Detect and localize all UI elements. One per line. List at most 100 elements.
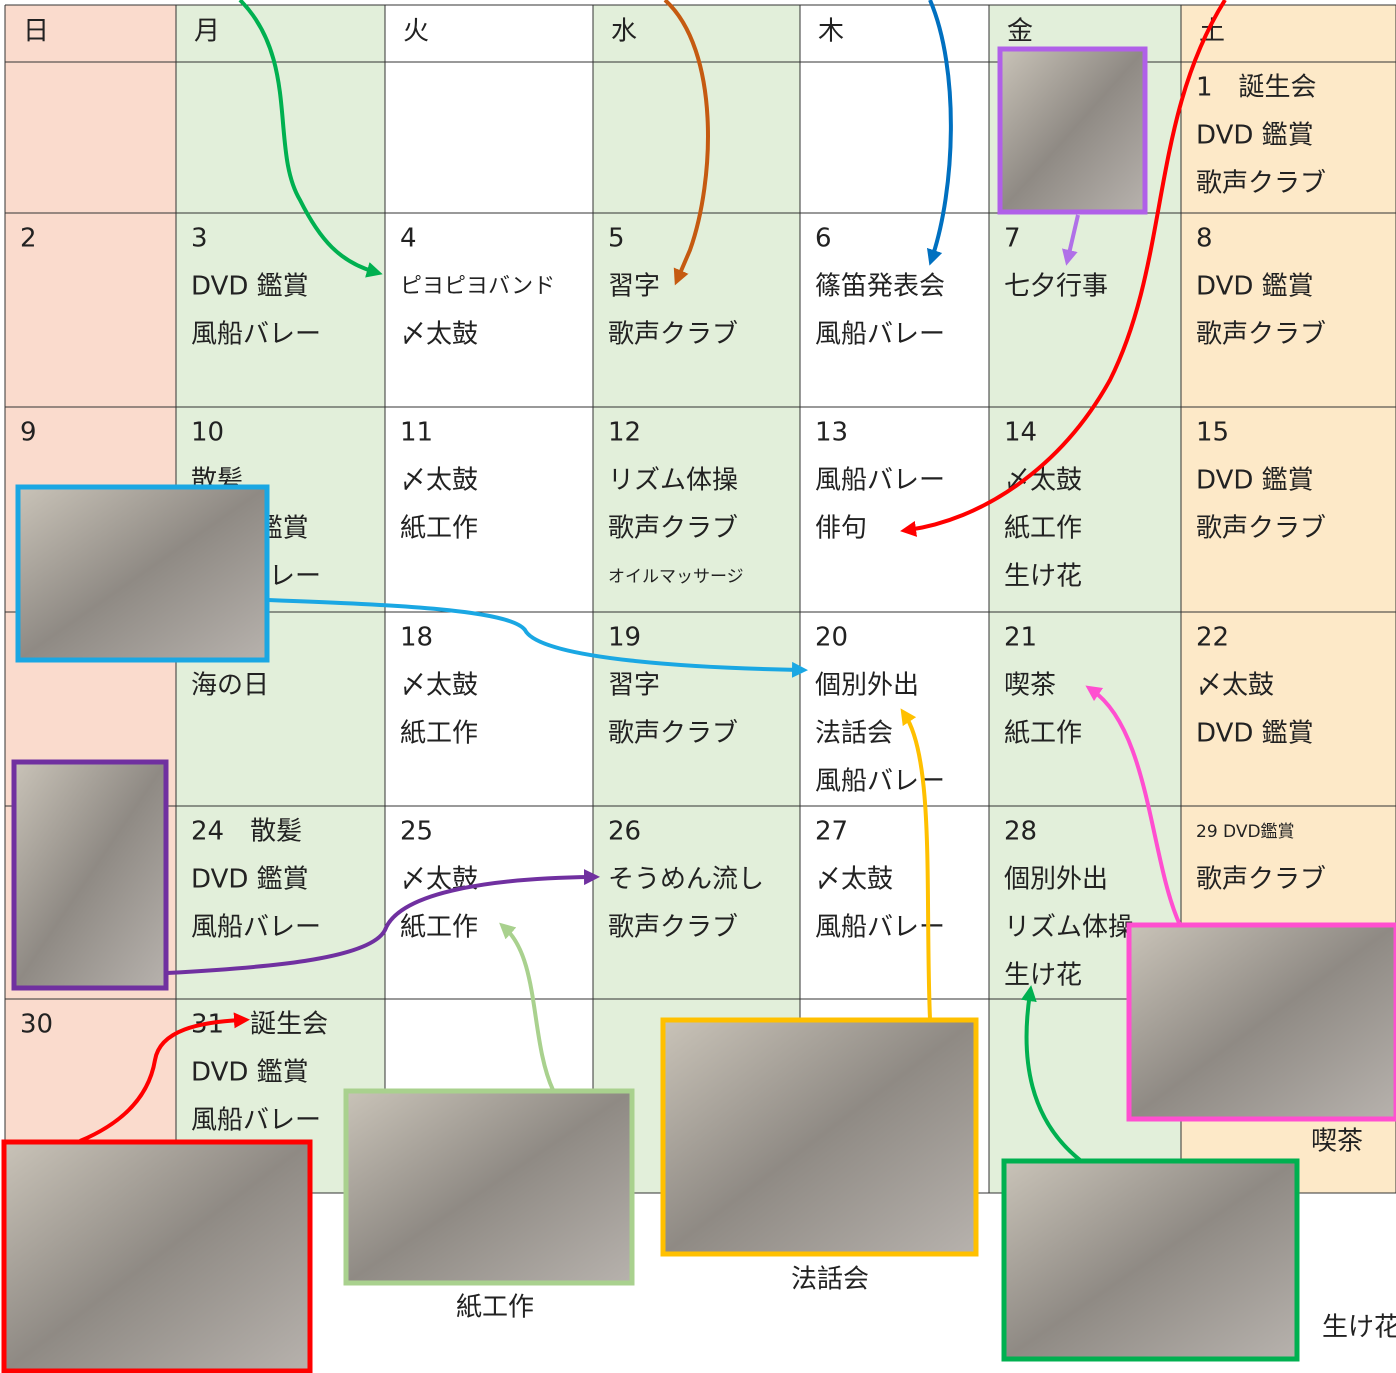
cell-event: 紙工作 <box>1004 514 1082 544</box>
column-bg <box>385 5 593 1193</box>
cell-event: DVD 鑑賞 <box>191 865 309 895</box>
weekday: 日 <box>23 17 49 47</box>
arrow <box>663 0 710 286</box>
cell-day: 3 <box>191 224 208 254</box>
cell-event: 喫茶 <box>1004 671 1056 701</box>
cell-day: 11 <box>400 418 433 448</box>
photo <box>1 1139 313 1373</box>
cell-day: 25 <box>400 817 433 847</box>
photos <box>1 46 1396 1373</box>
cell-event: 歌声クラブ <box>1196 514 1326 544</box>
cell-event: DVD 鑑賞 <box>1196 719 1314 749</box>
cell-day: 14 <box>1004 418 1037 448</box>
cell-day: 20 <box>815 623 848 653</box>
photo <box>343 1088 635 1286</box>
cell-event: リズム体操 <box>1004 913 1134 943</box>
cell-event: 歌声クラブ <box>1196 865 1326 895</box>
cell-day: 30 <box>20 1010 53 1040</box>
cell-event: 歌声クラブ <box>608 514 738 544</box>
cell-event: 風船バレー <box>191 1106 321 1136</box>
cell-event: 篠笛発表会 <box>815 272 945 302</box>
cell-event: リズム体操 <box>608 466 738 496</box>
cell-day: 29 DVD鑑賞 <box>1196 822 1295 842</box>
cell-event: 〆太鼓 <box>400 671 478 701</box>
cell-day: 1 誕生会 <box>1196 73 1317 103</box>
cell-day: 26 <box>608 817 641 847</box>
column-bg <box>593 5 800 1193</box>
photo <box>15 484 270 663</box>
arrow <box>267 598 808 678</box>
cell-day: 27 <box>815 817 848 847</box>
cell-day: 4 <box>400 224 417 254</box>
cell-event: 習字 <box>608 671 660 701</box>
arrow <box>1020 985 1082 1162</box>
cell-event: そうめん流し <box>608 865 764 895</box>
cell-event: 紙工作 <box>1004 719 1082 749</box>
column-bg <box>800 5 989 1193</box>
cell-day: 12 <box>608 418 641 448</box>
arrow <box>166 869 600 975</box>
cell-event: 俳句 <box>815 514 867 544</box>
cell-day: 22 <box>1196 623 1229 653</box>
cell-event: 風船バレー <box>815 320 945 350</box>
cell-day: 24 散髪 <box>191 817 302 847</box>
cell-day: 13 <box>815 418 848 448</box>
cell-event: 歌声クラブ <box>1196 320 1326 350</box>
photo <box>1001 1158 1300 1362</box>
cell-day: 5 <box>608 224 625 254</box>
caption: 紙工作 <box>456 1293 534 1323</box>
cell-day: 10 <box>191 418 224 448</box>
arrow <box>1085 685 1182 926</box>
cell-event: DVD 鑑賞 <box>191 1058 309 1088</box>
cell-event: 〆太鼓 <box>1004 466 1082 496</box>
cell-event: 紙工作 <box>400 913 478 943</box>
cell-day: 28 <box>1004 817 1037 847</box>
cell-event: 風船バレー <box>815 913 945 943</box>
weekday: 火 <box>403 17 429 47</box>
cell-day: 8 <box>1196 224 1213 254</box>
cell-event: 〆太鼓 <box>400 320 478 350</box>
cell-event: 〆太鼓 <box>400 865 478 895</box>
cell-event: ピヨピヨバンド <box>400 274 555 299</box>
arrow <box>900 0 1227 537</box>
cell-event: 風船バレー <box>191 320 321 350</box>
arrow <box>238 0 383 278</box>
cell-event: DVD 鑑賞 <box>1196 272 1314 302</box>
caption: 喫茶 <box>1311 1127 1363 1157</box>
photo <box>1126 922 1396 1122</box>
arrows <box>79 0 1227 1162</box>
cell-event: 海の日 <box>191 671 269 701</box>
cell-day: 2 <box>20 224 37 254</box>
cell-day: 18 <box>400 623 433 653</box>
cell-event: DVD 鑑賞 <box>191 272 309 302</box>
cell-event: 〆太鼓 <box>1196 671 1274 701</box>
cell-event: 法話会 <box>815 719 893 749</box>
photo <box>11 759 169 991</box>
cell-event: オイルマッサージ <box>608 567 744 587</box>
cell-event: 習字 <box>608 272 660 302</box>
cell-event: 歌声クラブ <box>608 913 738 943</box>
cell-day: 15 <box>1196 418 1229 448</box>
cell-event: 風船バレー <box>815 466 945 496</box>
cell-day: 7 <box>1004 224 1021 254</box>
arrow <box>79 1012 250 1143</box>
caption: 生け花 <box>1322 1313 1396 1343</box>
cell-event: 〆太鼓 <box>815 865 893 895</box>
arrow <box>926 0 953 266</box>
cell-day: 6 <box>815 224 832 254</box>
cell-day: 19 <box>608 623 641 653</box>
cell-event: 個別外出 <box>815 671 919 701</box>
cell-event: 紙工作 <box>400 719 478 749</box>
arrow <box>499 922 555 1091</box>
cell-event: 紙工作 <box>400 514 478 544</box>
photo <box>997 46 1148 215</box>
caption: 法話会 <box>791 1265 869 1295</box>
weekday: 月 <box>194 17 220 47</box>
cell-event: 個別外出 <box>1004 865 1108 895</box>
arrow <box>1062 214 1080 266</box>
cell-event: 歌声クラブ <box>1196 169 1326 199</box>
captions: 紙工作 法話会 喫茶 生け花 <box>456 1127 1396 1343</box>
cell-event: 生け花 <box>1004 961 1082 991</box>
weekday: 水 <box>611 17 637 47</box>
